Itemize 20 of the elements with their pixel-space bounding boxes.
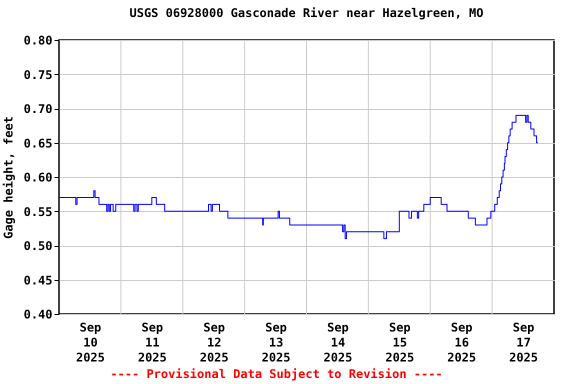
text: ---- Provisional Data Subject to Revision ---- (110, 367, 443, 381)
x-tick-label: Sep 12 2025 (200, 320, 229, 364)
x-tick-label: Sep 10 2025 (76, 320, 105, 364)
x-tick-label: Sep 16 2025 (447, 320, 476, 364)
y-tick-label: 0.65 (24, 136, 52, 150)
x-tick-label: Sep 11 2025 (138, 320, 167, 364)
y-axis-title: Gage height, feet (2, 116, 16, 239)
y-tick-label: 0.40 (24, 308, 52, 322)
x-tick-label: Sep 17 2025 (509, 320, 538, 364)
y-tick-label: 0.70 (24, 102, 52, 116)
chart-title: USGS 06928000 Gasconade River near Hazelgreen, MO (129, 6, 484, 20)
x-tick-label: Sep 15 2025 (385, 320, 414, 364)
y-tick-label: 0.55 (24, 204, 52, 219)
y-tick-label: 0.50 (24, 239, 52, 253)
y-tick-label: 0.75 (24, 68, 52, 82)
y-tick-label: 0.45 (24, 273, 52, 288)
x-tick-label: Sep 14 2025 (323, 320, 352, 364)
y-tick-label: 0.80 (24, 34, 52, 48)
x-tick-label: Sep 13 2025 (262, 320, 291, 364)
y-tick-label: 0.60 (24, 170, 52, 184)
